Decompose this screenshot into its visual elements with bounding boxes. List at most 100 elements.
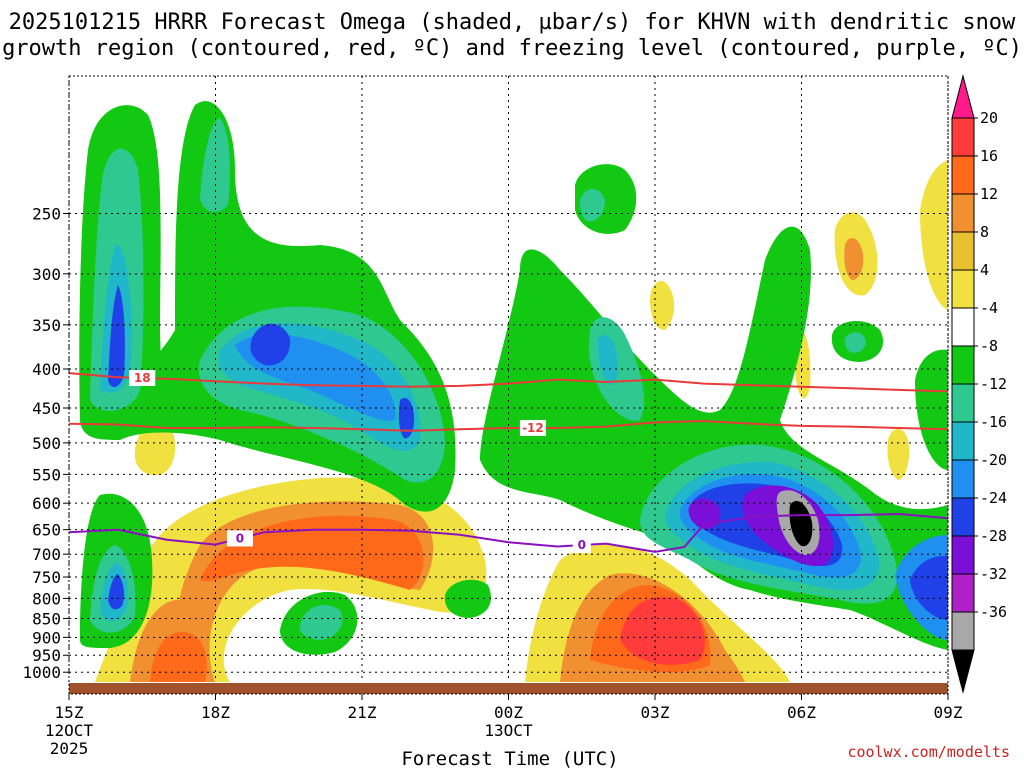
colorbar: 20 16 12 8 4 -4 -8 -12 -16 -20 -24 -28 -32 -36 [951,74,1007,694]
colorbar-label-8: -16 [980,413,1007,431]
colorbar-label-7: -12 [980,375,1007,393]
y-tick-label-600: 600 [32,494,61,513]
y-tick-label-450: 450 [32,399,61,418]
x-tick-label-15Z: 15Z [55,703,84,722]
colorbar-label-11: -28 [980,527,1007,545]
x-tick-label-21Z: 21Z [348,703,377,722]
colorbar-label-13: -36 [980,603,1007,621]
colorbar-label-6: -8 [980,337,998,355]
colorbar-box-1 [951,155,975,195]
y-axis: 2503003504004505005506006507007508008509… [22,204,69,682]
y-tick-label-800: 800 [32,589,61,608]
y-tick-label-700: 700 [32,545,61,564]
rising-edge-right [915,349,948,470]
y-tick-label-350: 350 [32,316,61,335]
rising-core-upper [250,323,291,366]
colorbar-label-2: 12 [980,185,998,203]
colorbar-box-13 [951,611,975,651]
sinking-far-right [920,160,948,310]
colorbar-box-11 [951,535,975,575]
rising-band-upper-left-4 [108,285,125,387]
x-tick-label-18Z: 18Z [201,703,230,722]
colorbar-label-12: -32 [980,565,1007,583]
y-tick-label-550: 550 [32,465,61,484]
colorbar-label-1: 16 [980,147,998,165]
plot-frame [68,75,949,695]
contour-label-2b: 0 [578,538,586,552]
y-tick-label-300: 300 [32,265,61,284]
colorbar-box-3 [951,231,975,271]
contour-label-bg-2 [226,530,253,547]
x-tick-label-00Z: 00Z [494,703,523,722]
contour-label-2: 0 [236,531,244,545]
y-tick-label-500: 500 [32,434,61,453]
rising-region-small-lower-4 [108,574,125,610]
colorbar-box-4 [951,269,975,309]
x-tick-sublabel-15Z: 12OCT [45,721,94,740]
colorbar-box-10 [951,497,975,537]
ground-surface [69,683,948,694]
dotted-grid [68,76,949,682]
colorbar-box-5 [951,307,975,347]
sinking-upper-right-2 [844,238,864,280]
rising-core-right-5b [688,498,721,530]
rising-tower-upper [200,118,230,212]
colorbar-box-0 [951,117,975,157]
colorbar-box-12 [951,573,975,613]
omega-shading [69,66,948,682]
colorbar-box-8 [951,421,975,461]
contour-label-1: -12 [522,421,544,435]
colorbar-bottom-arrow [951,649,975,694]
x-tick-label-03Z: 03Z [641,703,670,722]
x-axis-label: Forecast Time (UTC) [401,748,618,768]
rising-core-lower-right-2 [910,555,948,620]
colorbar-label-0: 20 [980,109,998,127]
contour-line-1 [69,419,948,432]
x-tick-label-09Z: 09Z [934,703,963,722]
y-tick-label-900: 900 [32,628,61,647]
y-tick-label-850: 850 [32,609,61,628]
x-tick-label-06Z: 06Z [787,703,816,722]
chart-title-line2: growth region (contoured, red, ºC) and f… [2,36,1022,61]
contour-label-0: 18 [134,371,151,385]
colorbar-box-9 [951,459,975,499]
colorbar-label-4: 4 [980,261,989,279]
credit-text: coolwx.com/modelts [847,743,1010,761]
colorbar-box-7 [951,383,975,423]
sinking-region-bl-2 [150,631,207,682]
rising-right-small-teal [844,332,866,353]
contour-line-2 [69,512,948,553]
contour-label-bg-1 [519,419,546,436]
y-tick-label-400: 400 [32,360,61,379]
temperature-contours: 18 -12 0 0 [69,369,948,554]
rising-corner-top-right [940,66,948,74]
sinking-upper-small [650,280,675,330]
colorbar-label-3: 8 [980,223,989,241]
colorbar-label-9: -20 [980,451,1007,469]
contour-label-bg-0 [129,369,156,386]
x-tick-sublabel-00Z: 13OCT [484,721,533,740]
rising-core-right-7 [789,501,813,547]
y-tick-label-750: 750 [32,568,61,587]
rising-low-1b [299,605,343,640]
y-tick-label-650: 650 [32,521,61,540]
y-tick-label-250: 250 [32,204,61,223]
y-tick-label-1000: 1000 [22,663,61,682]
colorbar-box-2 [951,193,975,233]
chart-title-line1: 2025101215 HRRR Forecast Omega (shaded, … [9,10,1016,35]
colorbar-top-arrow [951,74,975,119]
y-tick-label-950: 950 [32,646,61,665]
rising-core-thin [398,397,415,439]
colorbar-label-10: -24 [980,489,1007,507]
contour-label-bg-2b [572,537,591,554]
sinking-small-right [887,428,910,480]
x-tick-year-15Z: 2025 [50,739,89,758]
colorbar-box-6 [951,345,975,385]
colorbar-label-5: -4 [980,299,998,317]
sinking-region-core [620,596,705,665]
contour-line-0 [69,372,948,393]
rising-low-2 [444,579,491,618]
rising-right-mid-2 [597,334,618,385]
